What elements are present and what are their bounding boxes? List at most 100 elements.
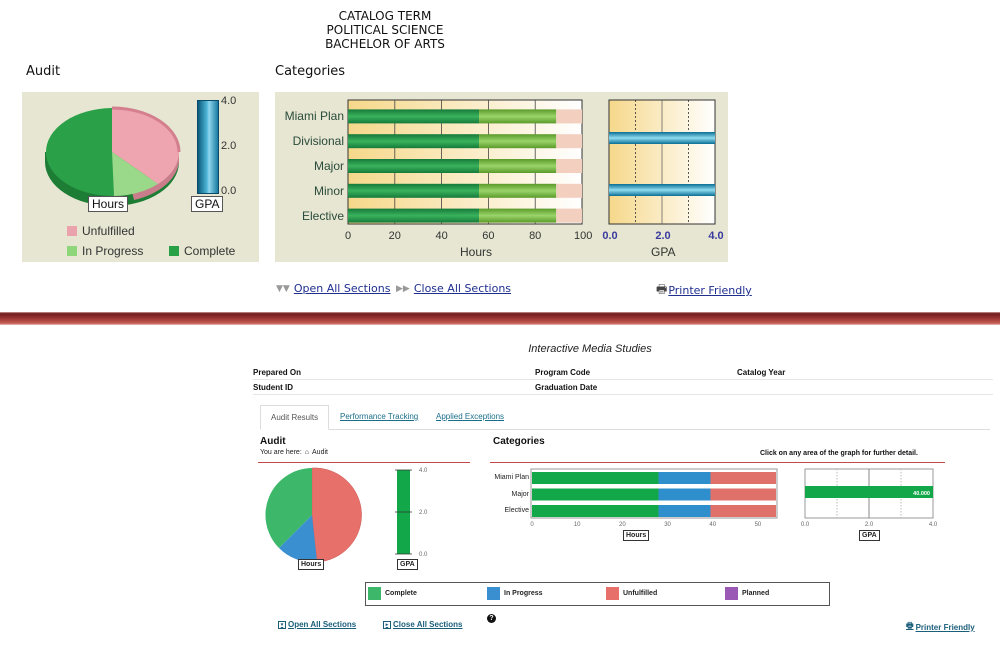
legend-swatch bbox=[725, 587, 738, 600]
new-bar-in-progress[interactable] bbox=[658, 488, 711, 501]
old-categories-chart[interactable] bbox=[275, 92, 728, 262]
home-icon[interactable]: ⌂ bbox=[304, 449, 310, 456]
prepared-on-label: Prepared On bbox=[253, 368, 302, 377]
new-hours-tick: 10 bbox=[574, 522, 581, 528]
old-gpa-axis-label: GPA bbox=[651, 245, 676, 259]
old-bar-complete[interactable] bbox=[348, 183, 480, 198]
old-category-label[interactable]: Divisional bbox=[292, 134, 344, 149]
old-pie-rim bbox=[111, 106, 181, 153]
new-bar-complete[interactable] bbox=[532, 472, 659, 484]
old-pie-slice-complete[interactable] bbox=[45, 108, 114, 197]
new-bar-complete[interactable] bbox=[532, 505, 659, 517]
tab-applied-exceptions[interactable]: Applied Exceptions bbox=[436, 412, 505, 421]
new-gpa-axis-label: GPA bbox=[859, 530, 880, 541]
new-category-label[interactable]: Miami Plan bbox=[494, 474, 529, 481]
old-bar-in-progress[interactable] bbox=[479, 109, 557, 124]
old-close-all[interactable]: ▶▶ Close All Sections bbox=[396, 282, 511, 295]
legend-label: Complete bbox=[184, 244, 236, 258]
old-category-label[interactable]: Miami Plan bbox=[284, 109, 344, 124]
old-pie-chart[interactable] bbox=[22, 92, 259, 262]
new-pie-slice-in-progress[interactable] bbox=[279, 515, 317, 563]
old-bar-in-progress[interactable] bbox=[479, 134, 557, 149]
meta-divider bbox=[253, 379, 993, 380]
printer-icon: 🖶 bbox=[656, 282, 668, 296]
old-legend-in-progress: In Progress bbox=[67, 244, 143, 258]
old-category-label[interactable]: Major bbox=[313, 159, 344, 173]
new-gpa-tick-0: 0.0 bbox=[419, 552, 428, 558]
old-pie-slice-in-progress[interactable] bbox=[112, 152, 158, 196]
legend-label: In Progress bbox=[504, 590, 543, 597]
close-all-sections-link-new[interactable]: Close All Sections bbox=[393, 620, 463, 629]
new-gpa-bar-label: 40.000 bbox=[913, 491, 930, 497]
legend-planned: Planned bbox=[725, 587, 769, 600]
catalog-year-label: Catalog Year bbox=[737, 368, 786, 377]
audit-underline bbox=[258, 462, 470, 463]
old-bar-in-progress[interactable] bbox=[479, 159, 557, 173]
new-gpa-chart[interactable]: 40.000 0.0 2.0 4.0 bbox=[800, 465, 940, 530]
legend-swatch bbox=[67, 226, 77, 236]
printer-friendly-link-new[interactable]: Printer Friendly bbox=[915, 622, 975, 632]
help-icon[interactable]: ? bbox=[487, 614, 496, 623]
old-bar-complete[interactable] bbox=[348, 134, 480, 149]
new-bar-in-progress[interactable] bbox=[658, 505, 711, 517]
new-category-label[interactable]: Elective bbox=[504, 507, 529, 514]
old-bar-in-progress[interactable] bbox=[479, 183, 557, 198]
old-bar-unfulfilled[interactable] bbox=[556, 109, 582, 124]
open-all-sections-link-new[interactable]: Open All Sections bbox=[288, 620, 357, 629]
new-categories-chart[interactable]: 0 10 20 30 40 50 bbox=[488, 465, 788, 530]
open-all-sections-link[interactable]: Open All Sections bbox=[293, 282, 391, 295]
legend-label: Planned bbox=[742, 590, 770, 597]
old-gpa-bar[interactable] bbox=[609, 132, 715, 144]
old-gpa-label: GPA bbox=[191, 196, 224, 212]
old-legend-complete: Complete bbox=[169, 244, 235, 258]
old-category-label[interactable]: Elective bbox=[301, 208, 344, 223]
new-gpa-tick-2: 2.0 bbox=[419, 510, 428, 516]
old-bar-unfulfilled[interactable] bbox=[556, 208, 582, 223]
tab-audit-results[interactable]: Audit Results bbox=[260, 405, 330, 430]
old-gpa-gauge[interactable] bbox=[197, 100, 219, 194]
legend-label: Unfulfilled bbox=[82, 224, 135, 238]
new-gpa-bar[interactable] bbox=[805, 486, 933, 498]
old-hours-axis-label: Hours bbox=[460, 245, 493, 259]
new-bar-unfulfilled[interactable] bbox=[710, 505, 776, 517]
new-bar-unfulfilled[interactable] bbox=[710, 488, 776, 501]
new-open-all[interactable]: ▾ Open All Sections bbox=[278, 620, 356, 629]
old-printer-friendly[interactable]: 🖶 Printer Friendly bbox=[656, 280, 752, 301]
new-printer-friendly[interactable]: 🖶 Printer Friendly bbox=[906, 620, 975, 634]
old-pie-slice-unfulfilled[interactable] bbox=[112, 108, 180, 184]
old-open-all[interactable]: ▼▼ Open All Sections bbox=[276, 282, 390, 295]
old-hours-tick: 100 bbox=[574, 230, 593, 242]
new-gpa-tick: 4.0 bbox=[929, 522, 938, 528]
old-bar-complete[interactable] bbox=[348, 208, 480, 223]
old-bar-in-progress[interactable] bbox=[479, 208, 557, 223]
new-pie-slice-complete[interactable] bbox=[265, 468, 312, 548]
old-bar-unfulfilled[interactable] bbox=[556, 159, 582, 173]
legend-swatch bbox=[67, 246, 77, 256]
new-pie-slice-unfulfilled[interactable] bbox=[311, 467, 362, 563]
new-bar-unfulfilled[interactable] bbox=[710, 472, 776, 484]
expand-icon: ▾ bbox=[278, 620, 286, 629]
close-all-sections-link[interactable]: Close All Sections bbox=[413, 282, 512, 295]
new-pie-chart[interactable] bbox=[262, 465, 362, 565]
new-gpa-tick-4: 4.0 bbox=[419, 468, 428, 474]
new-bar-complete[interactable] bbox=[532, 488, 659, 501]
new-close-all[interactable]: ▸ Close All Sections bbox=[383, 620, 463, 629]
legend-label: Unfulfilled bbox=[623, 590, 658, 597]
new-gpa-gauge[interactable]: 4.0 2.0 0.0 bbox=[390, 465, 440, 560]
old-category-label[interactable]: Minor bbox=[313, 183, 344, 198]
tab-performance-tracking[interactable]: Performance Tracking bbox=[340, 412, 419, 421]
old-bar-complete[interactable] bbox=[348, 109, 480, 124]
old-bar-unfulfilled[interactable] bbox=[556, 183, 582, 198]
printer-friendly-link[interactable]: Printer Friendly bbox=[668, 284, 752, 297]
graduation-date-label: Graduation Date bbox=[535, 383, 598, 392]
old-gpa-tick-0: 0.0 bbox=[221, 185, 237, 197]
old-bar-unfulfilled[interactable] bbox=[556, 134, 582, 149]
new-bar-in-progress[interactable] bbox=[658, 472, 711, 484]
old-bar-complete[interactable] bbox=[348, 159, 480, 173]
collapse-icon: ▸ bbox=[383, 620, 391, 629]
old-hours-tick: 40 bbox=[435, 230, 448, 242]
old-gpa-bar[interactable] bbox=[609, 184, 715, 196]
new-category-label[interactable]: Major bbox=[511, 490, 529, 498]
breadcrumb-item[interactable]: Audit bbox=[312, 449, 328, 456]
new-gpa-tick: 2.0 bbox=[865, 522, 874, 528]
